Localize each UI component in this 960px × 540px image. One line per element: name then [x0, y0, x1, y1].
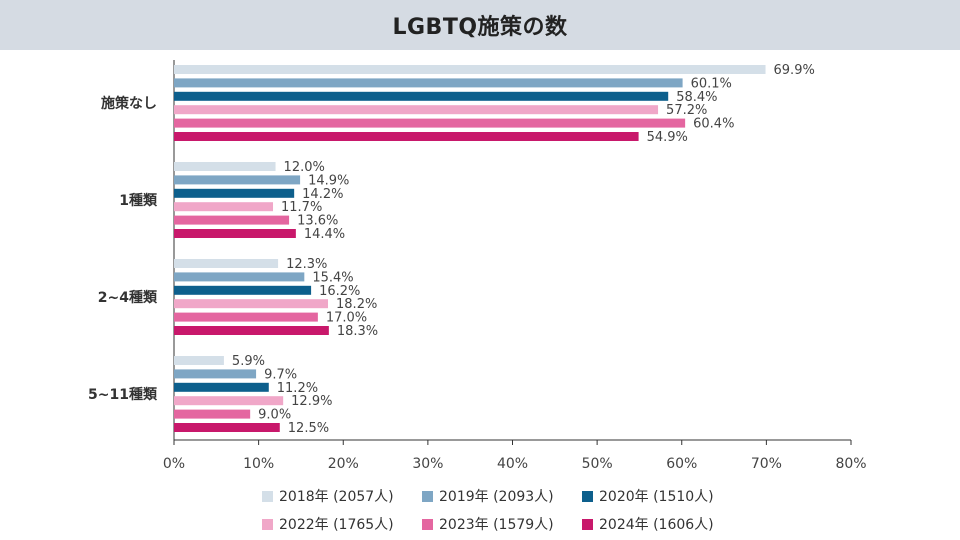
- data-label: 9.7%: [264, 367, 297, 382]
- chart-title: LGBTQ施策の数: [392, 15, 568, 40]
- data-label: 54.9%: [647, 130, 688, 145]
- bar: [174, 299, 329, 309]
- legend-label: 2018年 (2057人): [279, 489, 394, 505]
- legend-row: 2018年 (2057人) 2019年 (2093人) 2020年 (1510人): [262, 482, 742, 510]
- legend-item: 2024年 (1606人): [582, 514, 742, 534]
- x-tick-label: 80%: [835, 456, 866, 472]
- bar: [174, 118, 686, 128]
- data-label: 17.0%: [326, 311, 367, 326]
- data-label: 16.2%: [319, 284, 360, 299]
- legend-item: 2018年 (2057人): [262, 486, 422, 506]
- x-tick-label: 0%: [163, 456, 185, 472]
- data-label: 18.2%: [336, 297, 377, 312]
- bar: [174, 326, 329, 335]
- data-label: 14.9%: [308, 173, 349, 188]
- bar: [174, 409, 251, 419]
- data-label: 60.4%: [693, 117, 734, 132]
- bar: [174, 423, 280, 432]
- title-bar: LGBTQ施策の数: [0, 0, 960, 50]
- bar: [174, 396, 284, 406]
- bar: [174, 162, 276, 171]
- legend-item: 2019年 (2093人): [422, 486, 582, 506]
- data-label: 15.4%: [312, 270, 353, 285]
- bar: [174, 188, 295, 198]
- data-label: 14.4%: [304, 227, 345, 242]
- legend-item: 2022年 (1765人): [262, 514, 422, 534]
- x-tick-label: 50%: [582, 456, 613, 472]
- bar: [174, 285, 312, 295]
- bar: [174, 272, 305, 282]
- legend: 2018年 (2057人) 2019年 (2093人) 2020年 (1510人) 2…: [262, 482, 742, 538]
- data-label: 11.7%: [281, 200, 322, 215]
- data-label: 57.2%: [666, 103, 707, 118]
- legend-item: 2023年 (1579人): [422, 514, 582, 534]
- bar: [174, 202, 274, 212]
- x-tick-label: 70%: [751, 456, 782, 472]
- data-label: 12.9%: [291, 394, 332, 409]
- bar: [174, 91, 669, 101]
- bar: [174, 382, 269, 392]
- data-label: 14.2%: [302, 187, 343, 202]
- data-label: 5.9%: [232, 354, 265, 369]
- x-tick-label: 30%: [412, 456, 443, 472]
- x-tick-label: 10%: [243, 456, 274, 472]
- data-label: 60.1%: [691, 76, 732, 91]
- bar: [174, 65, 766, 74]
- legend-label: 2020年 (1510人): [599, 489, 714, 505]
- data-label: 12.3%: [286, 257, 327, 272]
- category-label: 1種類: [119, 192, 158, 209]
- bar: [174, 356, 224, 365]
- legend-swatch: [422, 490, 433, 502]
- data-label: 9.0%: [258, 408, 291, 423]
- bar: [174, 175, 301, 185]
- bar: [174, 78, 683, 88]
- legend-label: 2019年 (2093人): [439, 489, 554, 505]
- legend-swatch: [582, 518, 593, 530]
- data-label: 12.5%: [288, 421, 329, 436]
- x-tick-label: 60%: [666, 456, 697, 472]
- legend-swatch: [262, 518, 273, 530]
- category-label: 2~4種類: [98, 289, 158, 306]
- legend-swatch: [262, 490, 273, 502]
- bar: [174, 105, 659, 115]
- legend-item: 2020年 (1510人): [582, 486, 742, 506]
- data-label: 58.4%: [676, 90, 717, 105]
- legend-row: 2022年 (1765人) 2023年 (1579人) 2024年 (1606人): [262, 510, 742, 538]
- legend-label: 2024年 (1606人): [599, 517, 714, 533]
- legend-swatch: [582, 490, 593, 502]
- category-label: 5~11種類: [88, 386, 158, 403]
- bar: [174, 312, 318, 322]
- x-tick-label: 20%: [328, 456, 359, 472]
- legend-swatch: [422, 518, 433, 530]
- legend-label: 2023年 (1579人): [439, 517, 554, 533]
- legend-label: 2022年 (1765人): [279, 517, 394, 533]
- bar: [174, 259, 279, 268]
- x-tick-label: 40%: [497, 456, 528, 472]
- bar-chart: 0% 10% 20% 30% 40% 50% 60% 70% 80% 施策なし 69.9% 60.1%…: [88, 60, 867, 472]
- data-label: 18.3%: [337, 324, 378, 339]
- data-label: 11.2%: [277, 381, 318, 396]
- category-label: 施策なし: [101, 95, 157, 112]
- bar: [174, 229, 296, 238]
- data-label: 12.0%: [284, 160, 325, 175]
- bar: [174, 132, 639, 141]
- data-label: 69.9%: [774, 63, 815, 78]
- bar: [174, 215, 290, 225]
- bar: [174, 369, 257, 379]
- data-label: 13.6%: [297, 214, 338, 229]
